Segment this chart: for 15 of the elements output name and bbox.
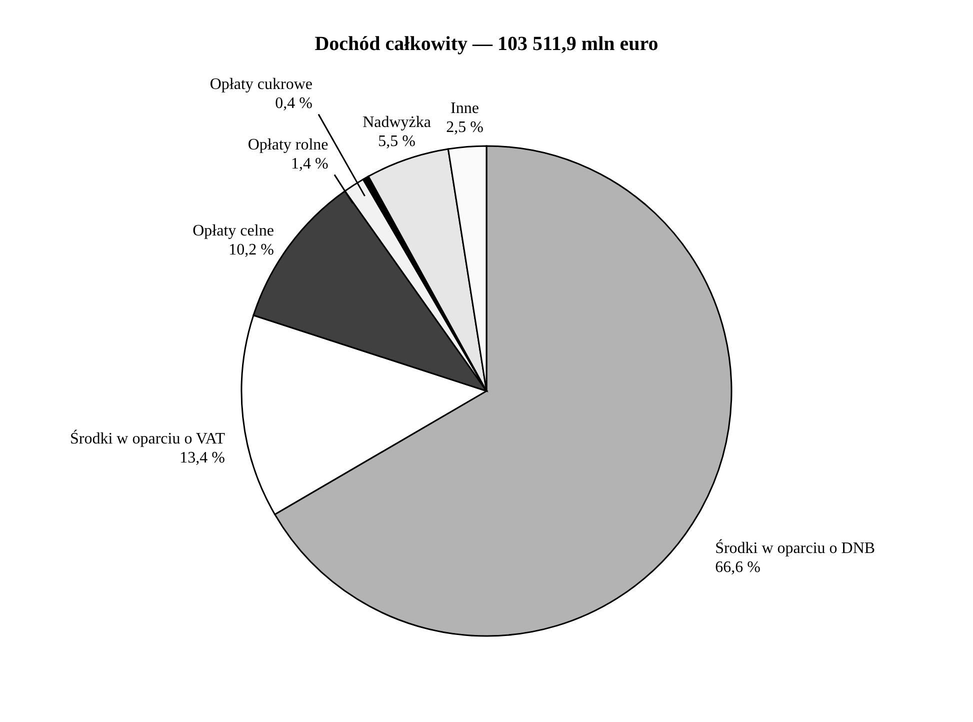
data-label: 66,6 %: [715, 559, 760, 576]
slice-label: Środki w oparciu o DNB: [715, 539, 876, 558]
slice-label: Opłaty cukrowe: [210, 76, 313, 93]
data-label: 5,5 %: [378, 132, 416, 150]
data-label: 1,4 %: [290, 155, 328, 172]
data-label: 10,2 %: [228, 241, 274, 258]
chart-title: Dochód całkowity — 103 511,9 mln euro: [314, 33, 658, 55]
slice-label: Opłaty rolne: [248, 136, 328, 154]
slice-label: Inne: [450, 100, 479, 117]
slice-label: Środki w oparciu o VAT: [70, 430, 226, 448]
slice-label: Nadwyżka: [362, 114, 431, 131]
data-label: 2,5 %: [446, 118, 484, 136]
data-label: 13,4 %: [180, 450, 225, 467]
data-label: 0,4 %: [275, 94, 313, 112]
slice-label: Opłaty celne: [192, 222, 274, 240]
